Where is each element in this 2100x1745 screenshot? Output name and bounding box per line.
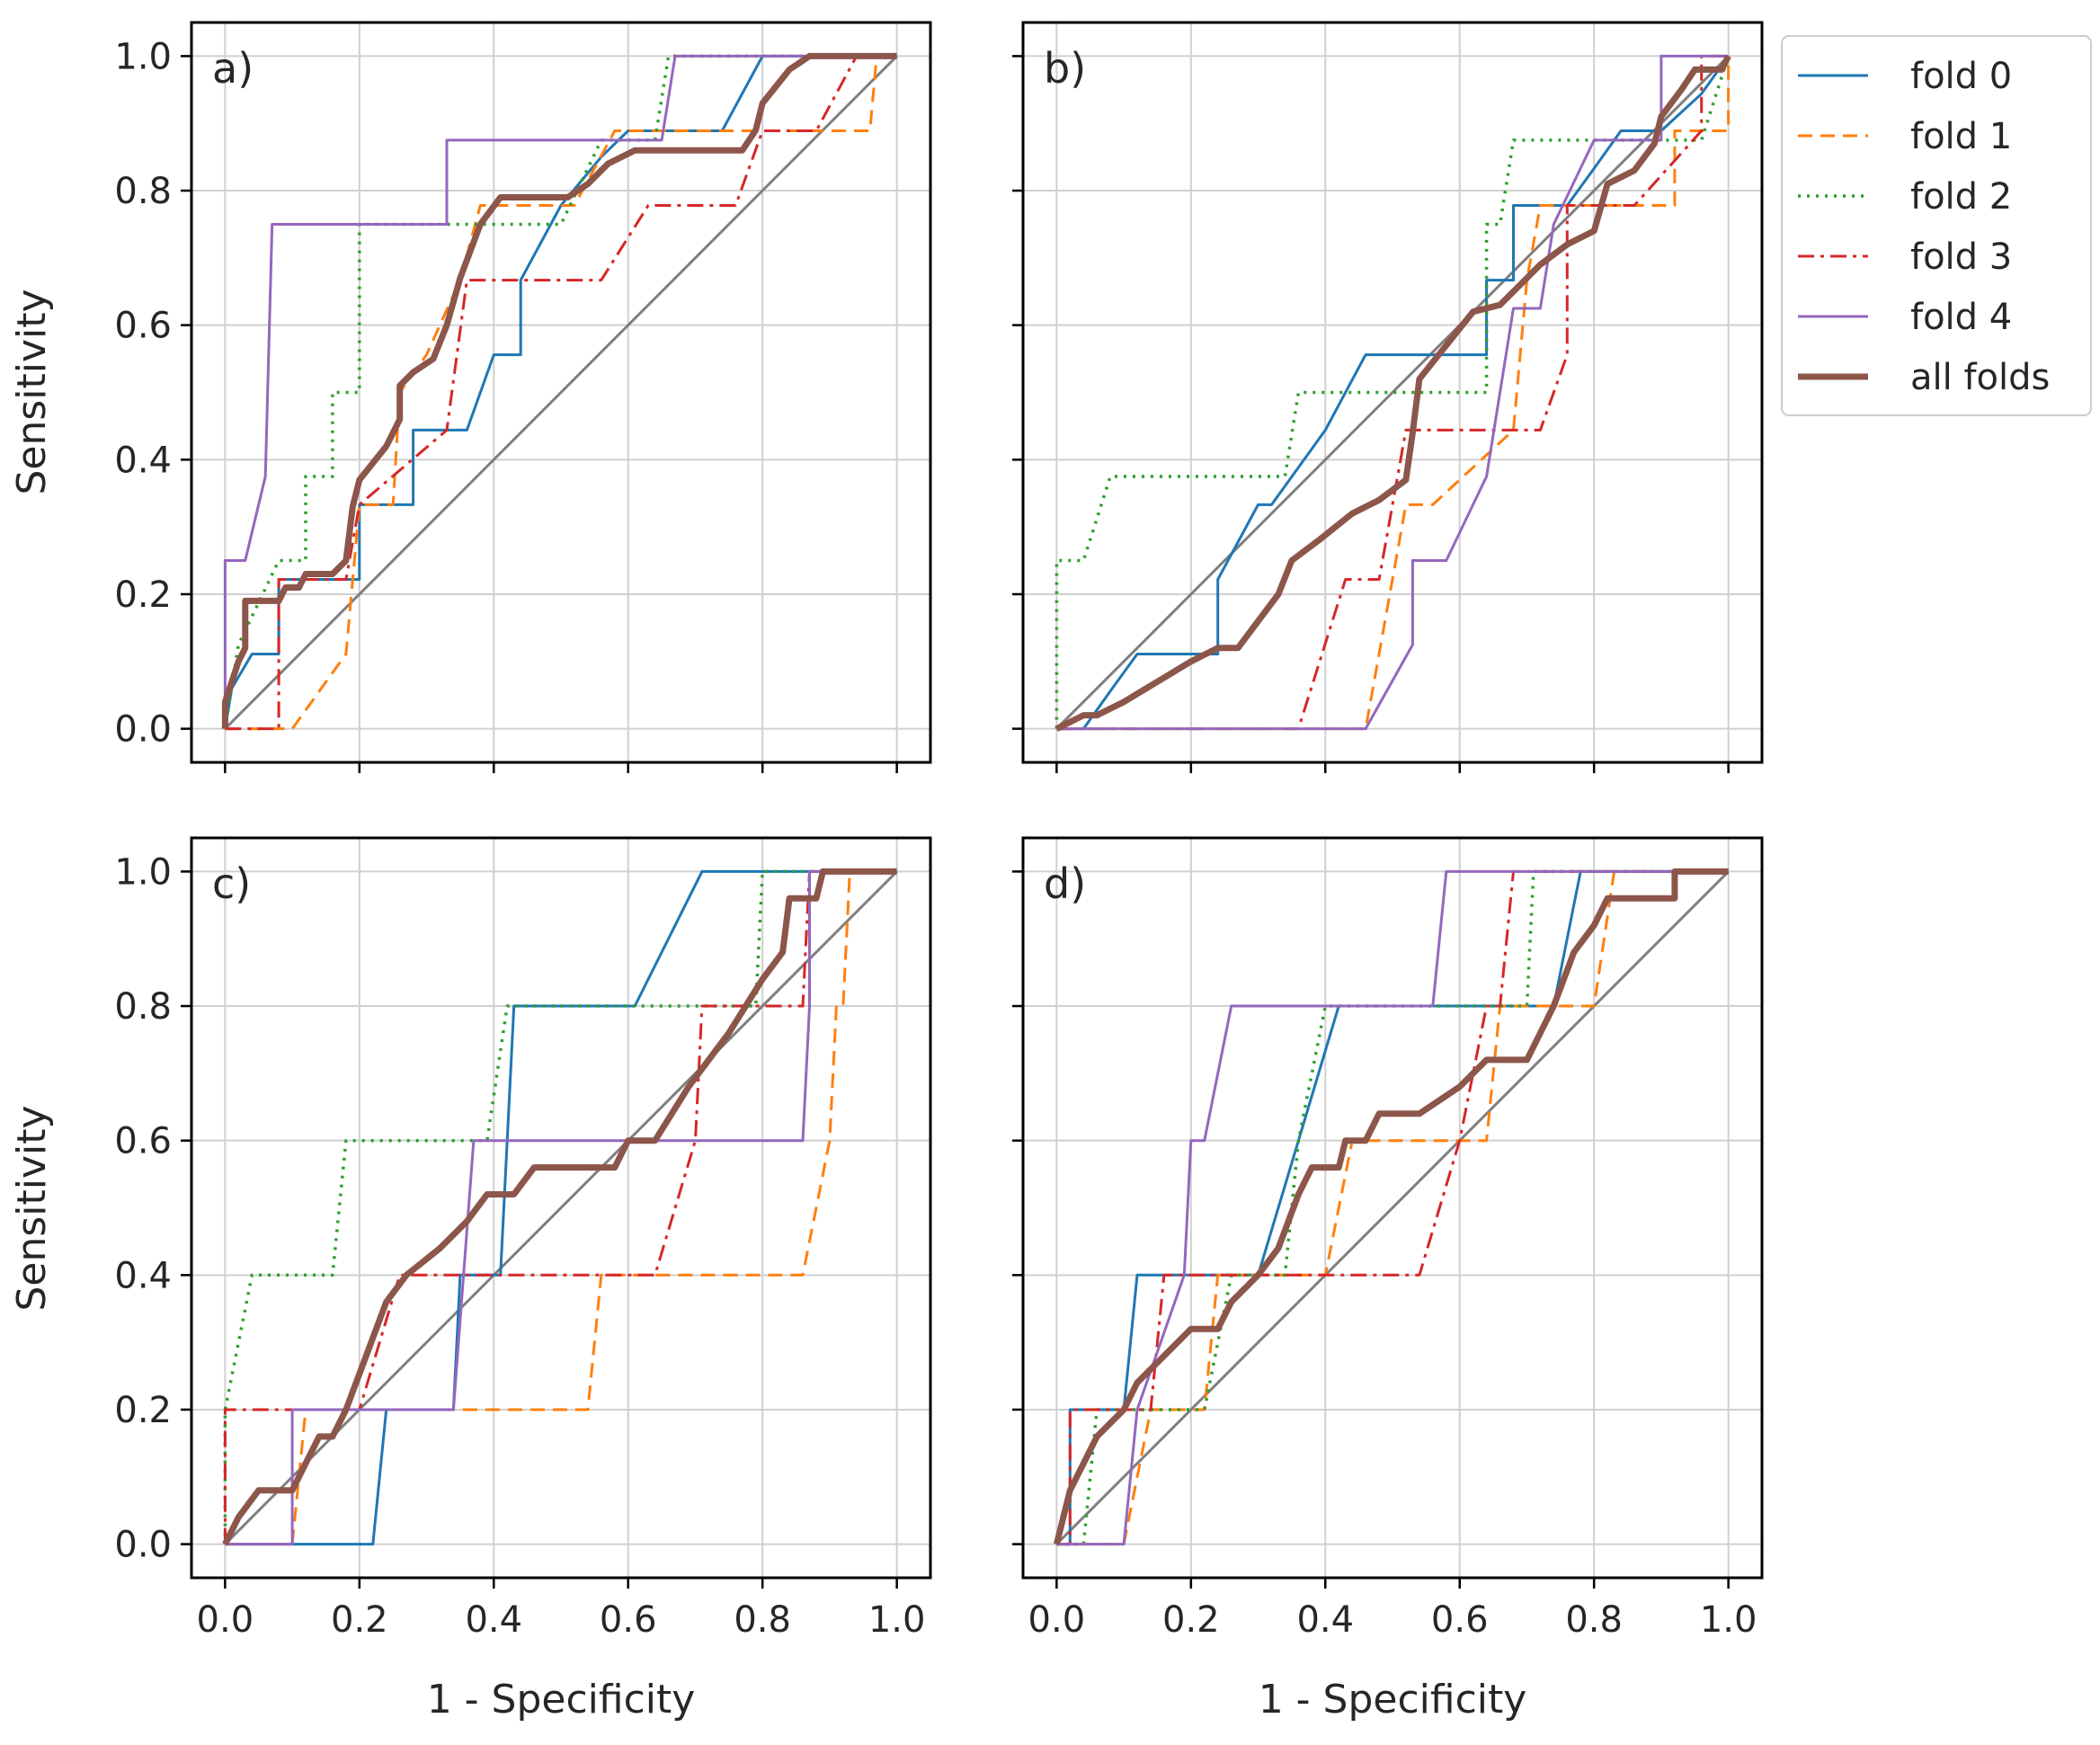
panel-b-fold-0-line: [1056, 55, 1730, 731]
legend-label-fold-4: fold 4: [1910, 297, 2012, 338]
y-tick-label: 0.0: [114, 709, 172, 751]
panel-c-fold-1-line: [225, 869, 897, 1546]
panel-d-all-folds-line: [1054, 868, 1729, 1545]
panel-c-frame: [190, 836, 932, 1580]
chance-diagonal-line: [1055, 870, 1730, 1545]
panel-b-all-folds-line: [1054, 54, 1731, 732]
x-tick-label: 0.8: [1565, 1599, 1623, 1641]
x-tick-label: 0.6: [1431, 1599, 1489, 1641]
legend: fold 0 fold 1 fold 2 fold 3 fold 4 all folds: [1781, 35, 2092, 416]
y-tick-label: 1.0: [114, 36, 172, 77]
x-tick-label: 1.0: [1700, 1599, 1757, 1641]
chance-diagonal-line: [224, 55, 898, 730]
panel-a-fold-2-line: [223, 54, 897, 729]
x-tick-label: 0.0: [197, 1599, 254, 1641]
panel-a-tag: a): [212, 44, 254, 93]
panel-c-diagonal: [224, 870, 898, 1545]
panel-a: 0.0 0.2 0.4 0.6 0.8 1.0 a): [114, 21, 932, 773]
panel-a-frame: [190, 21, 932, 764]
y-tick-label: 0.8: [114, 171, 172, 212]
y-axis-label-top: Sensitivity: [9, 289, 55, 494]
panel-b-series: [1054, 54, 1731, 732]
panel-d: 0.0 0.2 0.4 0.6 0.8 1.0 d): [1012, 836, 1764, 1641]
panel-b-fold-3-line: [1056, 54, 1729, 731]
chance-diagonal-line: [1055, 55, 1730, 730]
panel-d-fold-1-line: [1056, 869, 1729, 1546]
x-tick-label: 0.4: [465, 1599, 522, 1641]
chance-diagonal-line: [224, 870, 898, 1545]
panel-c-fold-4-line: [225, 869, 897, 1546]
panel-d-tag: d): [1044, 859, 1086, 908]
panel-a-gridlines: [191, 22, 930, 762]
legend-label-all-folds: all folds: [1910, 357, 2050, 398]
panel-c-all-folds-line: [222, 868, 897, 1546]
panel-a-fold-3-line: [225, 54, 897, 731]
panel-a-all-folds-line: [221, 52, 897, 729]
legend-label-fold-2: fold 2: [1910, 176, 2012, 218]
panel-c-series: [222, 868, 897, 1546]
panel-a-series: [221, 52, 897, 731]
panel-a-ticks: 0.0 0.2 0.4 0.6 0.8 1.0: [114, 36, 898, 773]
panel-c-ticks: 0.0 0.2 0.4 0.6 0.8 1.0 0.0 0.2 0.4 0.6 0.8 1.0: [114, 851, 925, 1641]
x-tick-label: 0.2: [1162, 1599, 1220, 1641]
x-tick-label: 0.2: [331, 1599, 388, 1641]
panel-d-frame: [1021, 836, 1764, 1580]
y-tick-label: 0.2: [114, 1390, 172, 1431]
panel-c-fold-2-line: [223, 869, 897, 1545]
y-tick-label: 0.6: [114, 306, 172, 347]
panel-a-fold-1-line: [225, 54, 897, 731]
panel-b-fold-1-line: [1056, 56, 1731, 731]
panel-d-diagonal: [1055, 870, 1730, 1545]
x-tick-label: 0.6: [600, 1599, 657, 1641]
legend-label-fold-0: fold 0: [1910, 56, 2012, 97]
panel-c-tag: c): [212, 859, 251, 908]
panel-d-fold-3-line: [1056, 869, 1729, 1546]
legend-label-fold-1: fold 1: [1910, 116, 2012, 157]
y-tick-label: 0.8: [114, 986, 172, 1028]
panel-a-diagonal: [224, 55, 898, 730]
panel-b: b): [1012, 21, 1764, 773]
x-tick-label: 0.0: [1028, 1599, 1086, 1641]
panel-b-fold-4-line: [1056, 54, 1729, 731]
panel-d-series: [1054, 868, 1729, 1546]
y-tick-label: 0.6: [114, 1121, 172, 1162]
y-tick-label: 0.4: [114, 440, 172, 481]
legend-label-fold-3: fold 3: [1910, 236, 2012, 278]
legend-box: [1781, 35, 2092, 416]
y-tick-label: 0.0: [114, 1525, 172, 1566]
panel-a-fold-0-line: [223, 54, 897, 729]
panel-a-fold-4-line: [223, 54, 897, 729]
x-tick-label: 1.0: [868, 1599, 926, 1641]
panel-d-fold-4-line: [1056, 869, 1729, 1546]
panel-b-diagonal: [1055, 55, 1730, 730]
x-axis-label-left: 1 - Specificity: [427, 1677, 696, 1723]
panel-d-fold-0-line: [1056, 869, 1729, 1546]
y-tick-label: 0.4: [114, 1255, 172, 1296]
panel-d-fold-2-line: [1056, 869, 1729, 1546]
panel-d-ticks: 0.0 0.2 0.4 0.6 0.8 1.0: [1012, 870, 1757, 1641]
x-tick-label: 0.8: [734, 1599, 791, 1641]
panel-b-ticks: [1012, 55, 1730, 773]
x-tick-label: 0.4: [1296, 1599, 1354, 1641]
x-axis-label-right: 1 - Specificity: [1259, 1677, 1527, 1723]
panel-b-tag: b): [1044, 44, 1086, 93]
y-axis-label-bottom: Sensitivity: [9, 1105, 55, 1311]
y-tick-label: 0.2: [114, 574, 172, 616]
panel-c: 0.0 0.2 0.4 0.6 0.8 1.0 0.0 0.2 0.4 0.6 0.8 1.0 c): [114, 836, 932, 1641]
panel-b-frame: [1021, 21, 1764, 764]
y-tick-label: 1.0: [114, 851, 172, 893]
legend-items: fold 0 fold 1 fold 2 fold 3 fold 4 all folds: [1798, 56, 2050, 398]
